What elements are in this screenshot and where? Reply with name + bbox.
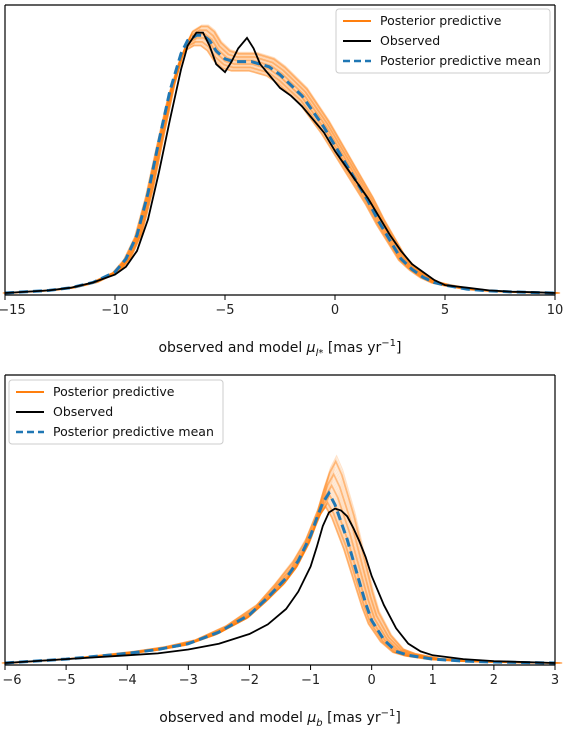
- top-x-tick-label: 5: [441, 303, 449, 318]
- bottom-observed-line: [4, 507, 556, 664]
- top-posterior-mean-line: [4, 33, 556, 295]
- bottom-legend-observed-label: Observed: [53, 404, 113, 419]
- top-series-layer: [4, 31, 556, 295]
- bottom-posterior-draw: [12, 457, 563, 664]
- bottom-x-tick-label: 2: [490, 673, 498, 688]
- bottom-legend-posterior-label: Posterior predictive: [53, 384, 175, 399]
- top-x-tick-label: 10: [547, 303, 564, 318]
- bottom-posterior-mean-line: [4, 490, 556, 665]
- top-x-tick-label: −10: [101, 303, 128, 318]
- bottom-x-tick-label: −6: [2, 673, 21, 688]
- top-legend-box: [335, 8, 551, 74]
- top-legend-posterior-label: Posterior predictive: [380, 13, 502, 28]
- bottom-legend: Posterior predictive Observed Posterior …: [8, 379, 224, 445]
- top-posterior-draw: [8, 29, 559, 294]
- bottom-x-tick-label: 1: [429, 673, 437, 688]
- bottom-posterior-draw: [11, 459, 562, 664]
- top-observed-line: [4, 31, 556, 294]
- top-posterior-draw: [9, 25, 560, 294]
- bottom-x-tick-label: 3: [551, 673, 559, 688]
- bottom-posterior-draw: [12, 454, 563, 664]
- top-panel: −15 −10 −5 0 5 10 observed and model μl* [mas…: [0, 4, 563, 359]
- top-x-ticks: −15 −10 −5 0 5 10: [0, 295, 563, 318]
- bottom-x-tick-label: −5: [57, 673, 76, 688]
- bottom-panel: −6 −5 −4 −3 −2 −1 0 1 2 3 observed and model μb […: [1, 374, 563, 729]
- top-legend-observed-label: Observed: [380, 33, 440, 48]
- bottom-legend-mean-label: Posterior predictive mean: [53, 424, 214, 439]
- bottom-x-tick-label: −2: [240, 673, 259, 688]
- top-legend-mean-label: Posterior predictive mean: [380, 53, 541, 68]
- bottom-x-tick-label: −1: [301, 673, 320, 688]
- top-x-tick-label: 0: [331, 303, 339, 318]
- top-x-axis-label: observed and model μl* [mas yr−1]: [158, 338, 401, 359]
- bottom-series-layer: [4, 490, 556, 665]
- bottom-x-axis-label: observed and model μb [mas yr−1]: [159, 708, 401, 729]
- top-x-tick-label: −15: [0, 303, 26, 318]
- top-posterior-draw: [2, 44, 553, 294]
- top-x-tick-label: −5: [215, 303, 234, 318]
- bottom-x-tick-label: −4: [118, 673, 137, 688]
- bottom-x-tick-label: 0: [368, 673, 376, 688]
- bottom-x-ticks: −6 −5 −4 −3 −2 −1 0 1 2 3: [2, 665, 559, 688]
- bottom-legend-box: [8, 379, 224, 445]
- bottom-x-tick-label: −3: [179, 673, 198, 688]
- top-legend: Posterior predictive Observed Posterior …: [335, 8, 551, 74]
